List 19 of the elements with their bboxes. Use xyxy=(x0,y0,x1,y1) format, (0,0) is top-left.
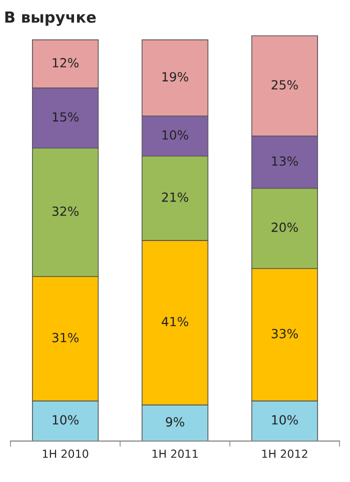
data-label: 10% xyxy=(162,130,188,140)
x-tick-label: 1H 2012 xyxy=(262,450,308,458)
data-label: 15% xyxy=(52,112,79,122)
data-label: 41% xyxy=(162,316,188,326)
data-label: 21% xyxy=(162,192,188,202)
data-label: 13% xyxy=(272,156,298,166)
chart-title: В выручке xyxy=(5,11,96,26)
data-label: 31% xyxy=(52,332,79,342)
x-tick-label: 1H 2011 xyxy=(152,450,198,458)
data-label: 33% xyxy=(272,328,298,338)
data-label: 9% xyxy=(166,417,184,427)
data-label: 12% xyxy=(52,58,79,68)
data-label: 20% xyxy=(272,222,298,232)
data-label: 19% xyxy=(162,72,188,82)
x-tick-label: 1H 2010 xyxy=(42,450,88,458)
data-label: 32% xyxy=(52,206,79,216)
data-label: 10% xyxy=(272,415,298,425)
data-label: 10% xyxy=(52,415,79,425)
data-label: 25% xyxy=(272,80,298,90)
